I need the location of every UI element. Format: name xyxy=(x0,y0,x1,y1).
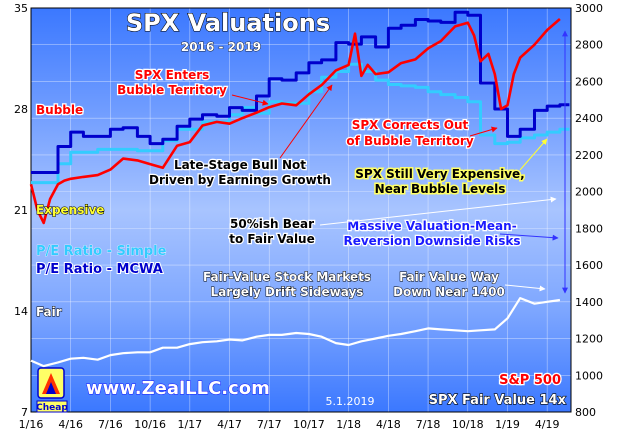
legend-simple: P/E Ratio - Simple xyxy=(36,244,167,259)
series-layer xyxy=(29,10,570,368)
legend-mcwa: P/E Ratio - MCWA xyxy=(36,262,163,277)
x-tick-label: 4/19 xyxy=(535,418,560,431)
annotation-way-line1: Fair Value Way xyxy=(399,270,499,284)
date-stamp: 5.1.2019 xyxy=(326,395,375,408)
zone-label-fair: Fair xyxy=(36,305,62,319)
y-left-tick-label: 14 xyxy=(14,305,28,318)
brand-url: www.ZealLLC.com xyxy=(86,378,270,399)
y-right-tick-label: 2800 xyxy=(575,39,603,52)
arrow-still xyxy=(519,138,548,171)
x-tick-label: 1/17 xyxy=(177,418,202,431)
annotation-enters-line2: Bubble Territory xyxy=(117,83,227,97)
y-right-tick-label: 2400 xyxy=(575,112,603,125)
valuation-zones xyxy=(31,8,571,412)
y-right-tick-label: 800 xyxy=(575,406,596,419)
x-tick-label: 7/17 xyxy=(257,418,282,431)
zone-label-expensive: Expensive xyxy=(36,203,104,217)
zeal-logo: Cheap xyxy=(36,367,68,413)
arrow-massive xyxy=(499,233,559,241)
series-p-e-ratio-mcwa xyxy=(31,10,570,174)
legend-fair-value: SPX Fair Value 14x xyxy=(429,393,567,408)
x-tick-label: 10/18 xyxy=(452,418,484,431)
zone-cheap xyxy=(31,311,571,412)
arrow-way xyxy=(504,284,546,292)
x-tick-label: 10/17 xyxy=(293,418,325,431)
y-right-tick-label: 2000 xyxy=(575,186,603,199)
x-tick-label: 7/16 xyxy=(98,418,123,431)
y-right-tick-label: 1600 xyxy=(575,259,603,272)
series-spx-fair-value-14x xyxy=(30,297,561,368)
zone-label-cheap: Cheap xyxy=(36,403,68,413)
x-axis-ticks: 1/16 4/16 7/16 10/16 1/17 4/17 7/17 10/17 1/18 4/… xyxy=(19,418,560,431)
annotation-bear-line1: 50%ish Bear xyxy=(230,217,314,231)
arrow-late xyxy=(279,84,333,159)
annotation-enters-line1: SPX Enters xyxy=(135,68,210,82)
x-tick-label: 4/17 xyxy=(217,418,242,431)
y-right-tick-label: 1000 xyxy=(575,369,603,382)
annotation-drift-line1: Fair-Value Stock Markets xyxy=(203,270,371,284)
annotation-corrects-line1: SPX Corrects Out xyxy=(352,118,469,132)
x-tick-label: 7/18 xyxy=(416,418,441,431)
x-tick-label: 1/18 xyxy=(336,418,361,431)
annotation-way-line2: Down Near 1400 xyxy=(393,285,505,299)
zone-fair xyxy=(31,210,571,311)
y-left-tick-label: 7 xyxy=(21,406,28,419)
x-tick-label: 1/16 xyxy=(19,418,44,431)
annotation-late-line2: Driven by Earnings Growth xyxy=(149,173,331,187)
y-right-tick-label: 1400 xyxy=(575,296,603,309)
y-left-tick-label: 35 xyxy=(14,2,28,15)
annotation-bear-line2: to Fair Value xyxy=(229,232,314,246)
y-left-tick-label: 21 xyxy=(14,204,28,217)
zone-label-bubble: Bubble xyxy=(36,103,83,117)
y-right-tick-label: 1800 xyxy=(575,222,603,235)
annotation-corrects-line2: of Bubble Territory xyxy=(346,134,474,148)
annotation-massive-line1: Massive Valuation-Mean- xyxy=(347,219,516,233)
y-right-tick-label: 3000 xyxy=(575,2,603,15)
annotation-late-line1: Late-Stage Bull Not xyxy=(174,158,306,172)
annotation-massive-line2: Reversion Downside Risks xyxy=(343,234,520,248)
x-tick-label: 4/18 xyxy=(376,418,401,431)
right-axis-ticks: 3000 2800 2600 2400 2200 2000 1800 1600 1400 1200… xyxy=(575,2,603,419)
left-axis-ticks: 35 28 21 14 7 xyxy=(14,2,28,419)
y-left-tick-label: 28 xyxy=(14,103,28,116)
arrow-bear xyxy=(319,196,557,226)
series-s-p-500 xyxy=(29,18,561,225)
chart-title: SPX Valuations xyxy=(126,9,330,37)
chart-subtitle: 2016 - 2019 xyxy=(181,40,261,54)
y-right-tick-label: 2200 xyxy=(575,149,603,162)
arrow-corrects xyxy=(469,126,498,137)
arrow-enters xyxy=(231,94,269,106)
legend-spx: S&P 500 xyxy=(499,373,561,388)
annotation-still-line2: Near Bubble Levels xyxy=(375,182,506,196)
y-right-tick-label: 1200 xyxy=(575,333,603,346)
x-tick-label: 1/19 xyxy=(495,418,520,431)
x-tick-label: 10/16 xyxy=(134,418,166,431)
x-tick-label: 4/16 xyxy=(58,418,83,431)
annotation-drift-line2: Largely Drift Sideways xyxy=(211,285,364,299)
annotation-still-line1: SPX Still Very Expensive, xyxy=(355,167,524,181)
y-right-tick-label: 2600 xyxy=(575,75,603,88)
plot-border xyxy=(30,7,572,413)
